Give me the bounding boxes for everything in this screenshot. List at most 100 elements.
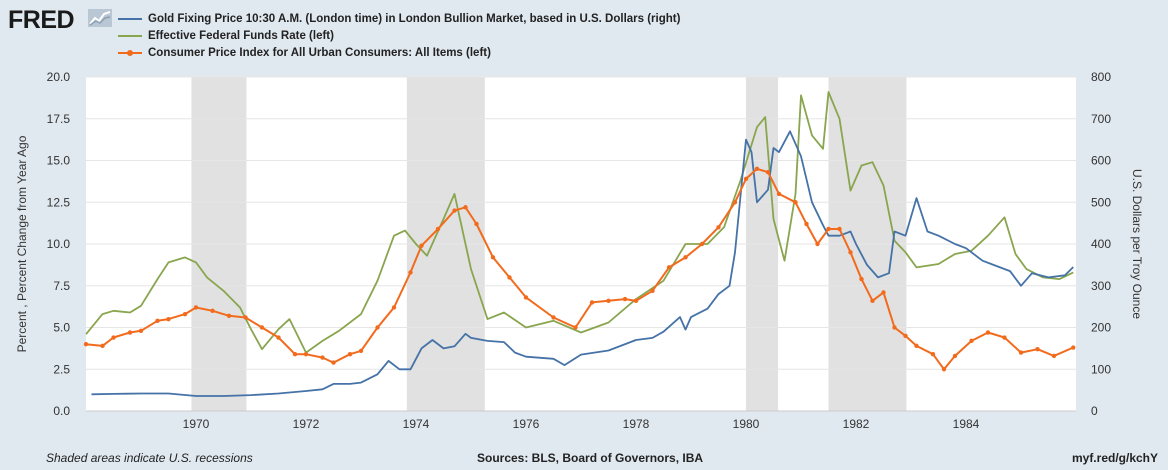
cpi-point: [276, 335, 281, 340]
x-tick-label: 1978: [623, 417, 650, 431]
fred-chart-logo-icon: [88, 9, 112, 27]
cpi-point: [1051, 353, 1057, 359]
cpi-point: [226, 313, 232, 319]
cpi-point: [551, 315, 556, 320]
cpi-point: [507, 275, 512, 280]
legend-item-fedfunds[interactable]: Effective Federal Funds Rate (left): [118, 27, 680, 44]
cpi-point: [111, 335, 116, 340]
x-tick-label: 1976: [513, 417, 540, 431]
cpi-point: [474, 221, 479, 227]
cpi-point: [881, 290, 886, 295]
left-tick-label: 2.5: [53, 362, 70, 376]
legend-item-gold[interactable]: Gold Fixing Price 10:30 A.M. (London tim…: [118, 10, 680, 27]
short-link[interactable]: myf.red/g/kchY: [1071, 451, 1158, 465]
legend-label-gold: Gold Fixing Price 10:30 A.M. (London tim…: [148, 12, 681, 25]
right-axis-title: U.S. Dollars per Troy Ounce: [1130, 169, 1144, 319]
cpi-point: [804, 221, 809, 227]
cpi-point: [1002, 335, 1007, 340]
cpi-point: [969, 338, 974, 344]
cpi-point: [903, 333, 908, 339]
x-tick-label: 1980: [733, 417, 760, 431]
x-tick-label: 1982: [843, 417, 870, 431]
fred-logo[interactable]: FRED: [8, 6, 75, 34]
cpi-point: [331, 360, 336, 365]
cpi-point: [754, 166, 760, 172]
left-tick-label: 5.0: [53, 321, 70, 335]
cpi-point: [622, 296, 628, 302]
recession-note: Shaded areas indicate U.S. recessions: [46, 451, 253, 465]
series-line-gold: [91, 130, 1074, 397]
cpi-point: [650, 288, 655, 293]
cpi-point: [743, 176, 749, 182]
series-fedfunds: [85, 91, 1074, 354]
right-tick-label: 100: [1091, 362, 1111, 376]
cpi-point: [1018, 350, 1024, 355]
cpi-point: [732, 200, 738, 205]
right-tick-label: 300: [1091, 279, 1111, 293]
legend-item-cpi[interactable]: Consumer Price Index for All Urban Consu…: [118, 44, 680, 61]
cpi-point: [699, 241, 705, 247]
cpi-point: [435, 226, 441, 232]
cpi-point: [573, 325, 578, 330]
cpi-point: [589, 300, 595, 305]
left-tick-label: 7.5: [53, 279, 70, 293]
chart-area: 0.0 2.5 5.0 7.5 10.0 12.5 15.0 17.5 20.0 0 100 200…: [15, 70, 1144, 431]
cpi-point: [210, 308, 215, 313]
cpi-point: [793, 200, 798, 205]
cpi-point: [892, 325, 897, 330]
cpi-point: [985, 330, 991, 335]
right-tick-label: 200: [1091, 321, 1111, 335]
cpi-point: [391, 305, 397, 310]
cpi-point: [716, 225, 721, 230]
right-tick-label: 400: [1091, 237, 1111, 251]
cpi-point: [259, 325, 265, 330]
cpi-point: [193, 305, 199, 310]
sources-note: Sources: BLS, Board of Governors, IBA: [477, 451, 704, 465]
series-gold: [91, 130, 1074, 397]
x-tick-label: 1972: [293, 417, 320, 431]
cpi-point: [941, 367, 947, 372]
cpi-point: [776, 191, 782, 197]
cpi-point: [633, 298, 639, 303]
cpi-point: [408, 270, 413, 275]
series-line-fedfunds: [85, 91, 1074, 354]
x-tick-label: 1984: [953, 417, 980, 431]
cpi-point: [870, 298, 875, 303]
left-tick-label: 20.0: [47, 70, 71, 84]
cpi-point: [666, 265, 672, 270]
right-tick-label: 700: [1091, 112, 1111, 126]
right-tick-label: 800: [1091, 70, 1111, 84]
cpi-point: [83, 342, 89, 347]
cpi-point: [347, 352, 353, 357]
right-tick-label: 600: [1091, 154, 1111, 168]
x-tick-label: 1970: [183, 417, 210, 431]
cpi-point: [166, 316, 171, 322]
cpi-point: [826, 226, 831, 232]
cpi-point: [358, 348, 364, 354]
cpi-point: [100, 343, 105, 349]
cpi-point: [155, 318, 160, 324]
cpi-point: [320, 355, 325, 360]
cpi-point: [463, 205, 468, 210]
cpi-point: [859, 276, 864, 282]
chart-legend: Gold Fixing Price 10:30 A.M. (London tim…: [118, 10, 680, 61]
cpi-point: [127, 330, 133, 335]
cpi-point: [303, 352, 309, 357]
cpi-point: [375, 325, 380, 330]
left-tick-label: 10.0: [47, 237, 71, 251]
cpi-point: [523, 295, 529, 300]
right-tick-label: 0: [1091, 404, 1098, 418]
cpi-point: [765, 169, 771, 175]
cpi-point: [815, 241, 820, 247]
cpi-point: [182, 311, 188, 317]
cpi-point: [292, 352, 298, 357]
left-tick-label: 15.0: [47, 154, 71, 168]
cpi-point: [243, 315, 248, 320]
cpi-point: [837, 226, 842, 232]
cpi-point: [138, 328, 144, 334]
series-cpi: [83, 166, 1076, 372]
left-tick-label: 0.0: [53, 404, 70, 418]
left-tick-label: 12.5: [47, 195, 71, 209]
x-tick-label: 1974: [403, 417, 430, 431]
left-axis-title: Percent , Percent Change from Year Ago: [15, 135, 29, 352]
